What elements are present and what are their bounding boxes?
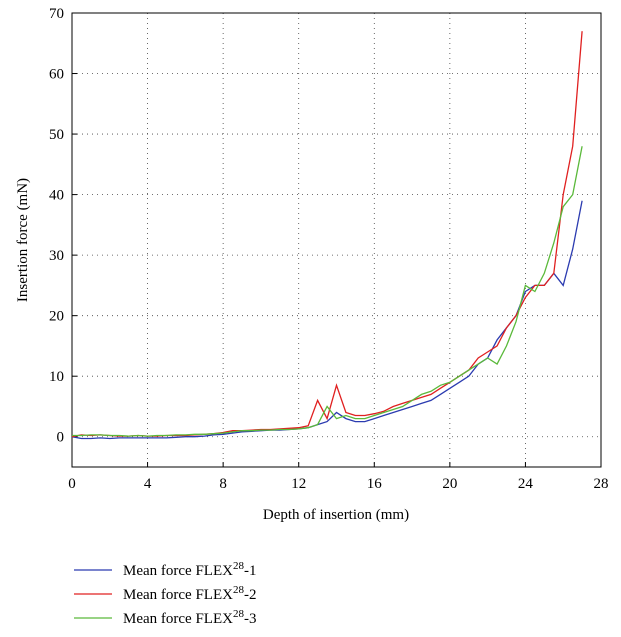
y-tick-label: 50 xyxy=(49,127,64,143)
data-line xyxy=(71,200,583,440)
y-tick-label: 10 xyxy=(49,369,64,385)
y-tick-label: 60 xyxy=(49,67,64,83)
x-tick-label: 12 xyxy=(291,476,306,492)
x-tick-label: 24 xyxy=(518,476,534,492)
y-tick-label: 40 xyxy=(49,188,64,204)
x-tick-label: 8 xyxy=(219,476,227,492)
x-tick-label: 0 xyxy=(68,476,76,492)
y-axis-label: Insertion force (mN) xyxy=(15,178,31,302)
x-tick-label: 28 xyxy=(594,476,609,492)
y-tick-label: 30 xyxy=(49,248,64,264)
x-tick-label: 16 xyxy=(367,476,383,492)
data-line xyxy=(72,146,583,437)
x-tick-label: 20 xyxy=(442,476,457,492)
y-tick-label: 20 xyxy=(49,309,64,325)
legend-label: Mean force FLEX28-2 xyxy=(123,584,256,603)
legend-label: Mean force FLEX28-1 xyxy=(123,560,256,579)
y-tick-label: 0 xyxy=(57,430,65,446)
plot-frame xyxy=(71,12,602,468)
legend-label: Mean force FLEX28-3 xyxy=(123,608,256,627)
x-tick-label: 4 xyxy=(144,476,152,492)
x-axis-label: Depth of insertion (mm) xyxy=(263,507,409,523)
y-tick-label: 70 xyxy=(49,6,64,22)
